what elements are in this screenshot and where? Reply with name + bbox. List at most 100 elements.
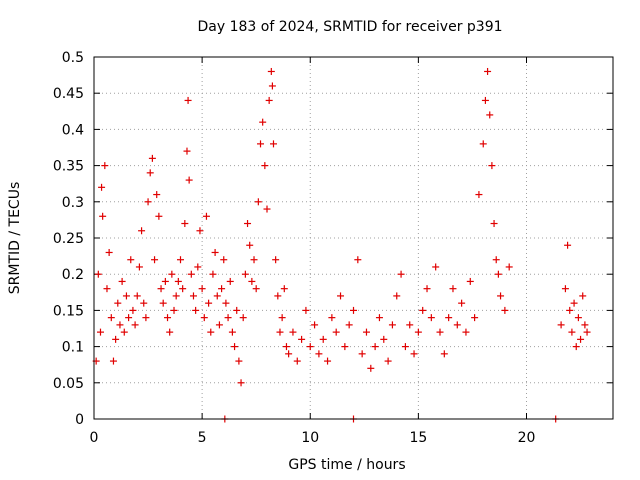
data-point (231, 343, 239, 351)
data-point (561, 285, 569, 293)
data-point (241, 270, 249, 278)
data-point (131, 321, 139, 329)
data-point (486, 111, 494, 119)
data-point (140, 299, 148, 307)
data-point (207, 328, 215, 336)
data-point (401, 343, 409, 351)
data-point (311, 321, 319, 329)
data-point (202, 212, 210, 220)
data-point (488, 162, 496, 170)
data-point (285, 350, 293, 358)
data-point (116, 321, 124, 329)
data-point (272, 256, 280, 264)
data-point (105, 248, 113, 256)
data-point (337, 292, 345, 300)
data-point (471, 314, 479, 322)
data-points (92, 67, 591, 423)
data-point (261, 162, 269, 170)
data-point (397, 270, 405, 278)
data-point (501, 306, 509, 314)
data-point (112, 335, 120, 343)
data-point (138, 227, 146, 235)
data-point (237, 379, 245, 387)
data-point (220, 256, 228, 264)
data-point (564, 241, 572, 249)
data-point (109, 357, 117, 365)
plot-frame (93, 56, 614, 420)
data-point (341, 343, 349, 351)
data-point (579, 292, 587, 300)
chart-title: Day 183 of 2024, SRMTID for receiver p39… (197, 19, 503, 35)
data-point (177, 256, 184, 264)
data-point (135, 263, 143, 271)
data-point (185, 176, 193, 184)
data-point (269, 140, 277, 148)
data-point (319, 335, 327, 343)
data-point (155, 212, 163, 220)
data-point (265, 96, 273, 104)
data-point (146, 169, 154, 177)
data-point (298, 335, 306, 343)
data-point (484, 67, 492, 75)
data-point (164, 314, 172, 322)
data-point (306, 343, 314, 351)
data-point (228, 328, 236, 336)
data-point (129, 306, 137, 314)
data-point (194, 263, 202, 271)
y-tick-label: 0.35 (53, 159, 84, 175)
data-point (505, 263, 513, 271)
data-point (233, 306, 241, 314)
x-tick-label: 20 (518, 430, 536, 446)
data-point (226, 277, 234, 285)
data-point (252, 285, 260, 293)
data-point (120, 328, 128, 336)
data-point (345, 321, 353, 329)
y-tick-label: 0.25 (53, 231, 84, 247)
y-tick-label: 0.3 (62, 195, 84, 211)
data-point (479, 140, 487, 148)
data-point (570, 299, 578, 307)
data-point (222, 299, 230, 307)
data-point (259, 118, 267, 126)
data-point (367, 364, 375, 372)
data-point (144, 198, 152, 206)
data-point (440, 350, 448, 358)
data-point (142, 314, 150, 322)
data-point (302, 306, 310, 314)
data-point (577, 335, 585, 343)
data-point (278, 314, 286, 322)
data-point (432, 263, 440, 271)
data-point (350, 306, 357, 314)
data-point (280, 285, 288, 293)
data-point (153, 191, 161, 199)
data-point (205, 299, 213, 307)
data-point (423, 285, 431, 293)
data-point (118, 277, 126, 285)
y-tick-label: 0.1 (62, 340, 84, 356)
data-point (170, 306, 178, 314)
data-point (103, 285, 111, 293)
data-point (492, 256, 500, 264)
data-point (254, 198, 262, 206)
data-point (475, 191, 483, 199)
data-point (419, 306, 427, 314)
data-point (248, 277, 256, 285)
data-point (179, 285, 187, 293)
data-point (358, 350, 366, 358)
data-point (466, 277, 474, 285)
data-point (114, 299, 122, 307)
data-point (328, 314, 336, 322)
x-tick-label: 0 (90, 430, 99, 446)
axis-ticks: 0 0.05 0.1 0.15 0.2 0.25 0.3 0.35 0.4 0.45 0.5 0 5 10… (53, 50, 613, 446)
data-point (166, 328, 174, 336)
data-point (198, 285, 206, 293)
data-point (332, 328, 340, 336)
data-point (157, 285, 165, 293)
data-point (174, 277, 182, 285)
data-point (122, 292, 130, 300)
data-point (183, 147, 191, 155)
data-point (211, 248, 219, 256)
data-point (490, 220, 498, 228)
data-point (200, 314, 208, 322)
